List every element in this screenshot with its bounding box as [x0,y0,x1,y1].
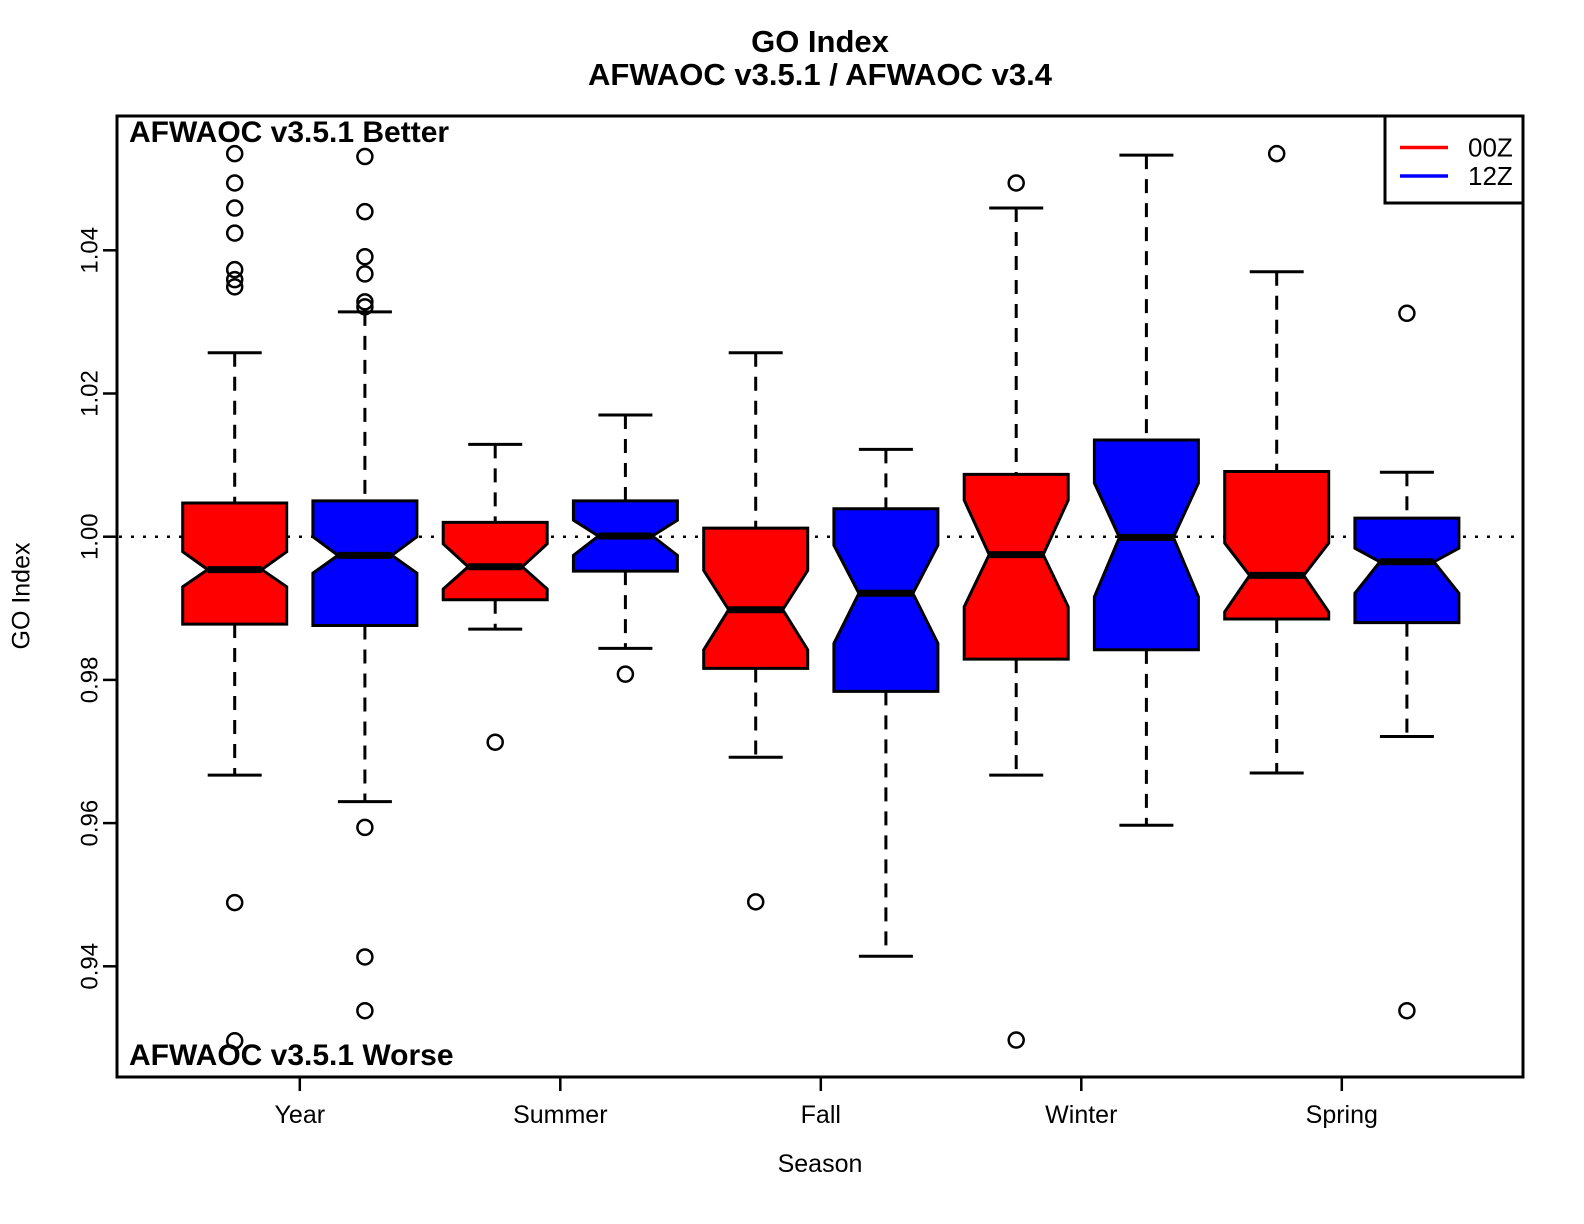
outlier-year-12z [356,265,374,283]
chart-title: GO Index [751,24,889,59]
y-tick-label: 1.00 [77,513,104,560]
chart-subtitle: AFWAOC v3.5.1 / AFWAOC v3.4 [588,57,1052,92]
legend-label-00z: 00Z [1468,133,1513,163]
outlier-year-12z [356,298,374,316]
outlier-spring-12z [1398,304,1416,323]
box-summer-00z [441,520,549,602]
outlier-year-00z [225,199,244,217]
outlier-summer-00z [486,733,504,751]
y-tick-label: 0.96 [77,800,104,847]
outlier-year-00z [225,144,244,163]
box-fall-12z [832,507,940,693]
outlier-spring-12z [1398,1001,1416,1020]
outlier-year-12z [356,818,374,837]
outlier-winter-00z [1007,174,1025,192]
y-tick-label: 0.94 [77,943,104,990]
annotation-better: AFWAOC v3.5.1 Better [129,116,450,149]
outlier-year-00z [225,224,244,242]
outlier-year-00z [225,270,244,289]
outlier-year-00z [225,260,244,279]
x-tick-label: Year [275,1101,326,1129]
outlier-spring-00z [1267,144,1286,163]
box-winter-00z [962,472,1070,661]
x-tick-label: Spring [1306,1101,1378,1129]
box-fall-00z [702,526,810,670]
outlier-winter-00z [1007,1031,1025,1049]
y-tick-label: 1.02 [77,370,104,417]
outlier-year-12z [356,247,374,266]
box-spring-00z [1223,470,1331,621]
x-tick-label: Fall [801,1101,841,1129]
outlier-year-12z [356,202,374,221]
outlier-year-12z [356,948,374,966]
box-year-00z [181,501,289,626]
box-spring-12z [1353,516,1461,625]
outlier-year-12z [356,293,374,311]
outlier-year-12z [356,147,374,166]
box-year-12z [311,499,419,627]
x-tick-label: Summer [513,1101,607,1129]
legend-box [1383,114,1525,205]
annotation-worse: AFWAOC v3.5.1 Worse [129,1039,454,1072]
y-tick-label: 0.98 [77,657,104,704]
x-axis-title: Season [777,1150,863,1178]
box-winter-12z [1092,438,1200,652]
outlier-year-00z [225,1032,244,1050]
legend-label-12z: 12Z [1468,161,1513,191]
outlier-year-12z [356,1001,374,1020]
outlier-year-00z [225,278,244,296]
y-tick-label: 1.04 [77,227,104,274]
outlier-summer-12z [616,665,635,683]
outlier-year-00z [225,174,244,192]
outlier-year-00z [225,893,244,912]
outlier-fall-00z [746,893,765,911]
x-tick-label: Winter [1045,1101,1117,1129]
